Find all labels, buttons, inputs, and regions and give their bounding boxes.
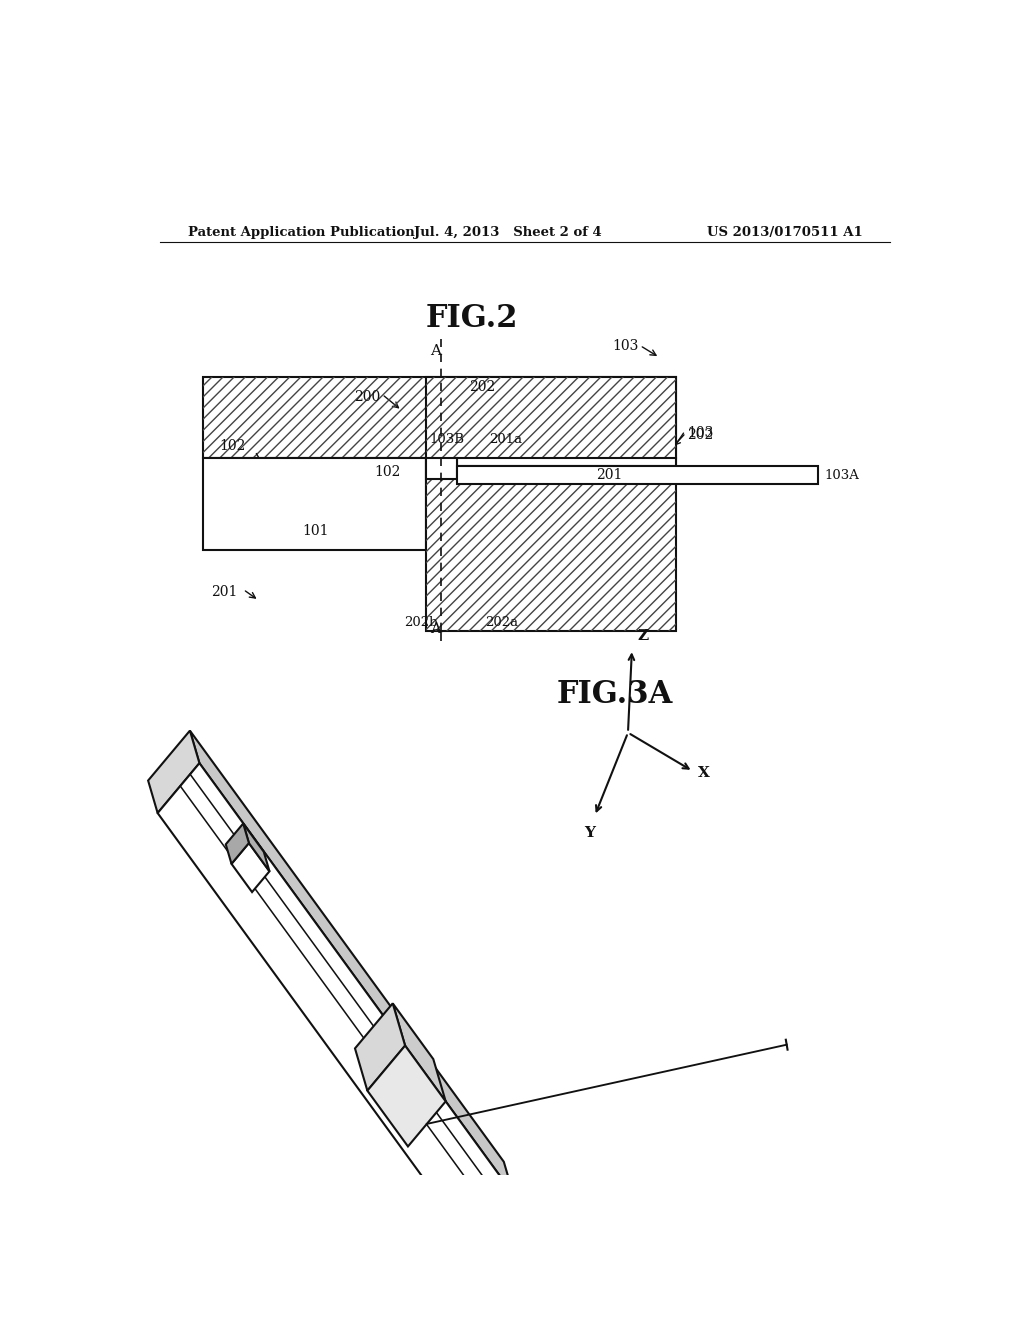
Polygon shape (158, 763, 513, 1245)
Text: 202b: 202b (404, 615, 437, 628)
Bar (458, 466, 818, 483)
Polygon shape (148, 731, 200, 813)
Text: 103B: 103B (430, 433, 465, 446)
Text: 103A: 103A (824, 469, 860, 482)
Text: 101: 101 (303, 524, 329, 539)
Polygon shape (368, 1045, 445, 1147)
Text: 103: 103 (612, 339, 639, 354)
Text: 102: 102 (374, 466, 400, 479)
Polygon shape (231, 843, 269, 892)
Text: Jul. 4, 2013   Sheet 2 of 4: Jul. 4, 2013 Sheet 2 of 4 (414, 226, 601, 239)
Text: 201: 201 (596, 469, 623, 482)
Text: FIG.3A: FIG.3A (557, 678, 673, 710)
Text: 201a: 201a (489, 433, 522, 446)
Text: 103: 103 (687, 426, 714, 440)
Text: FIG.2: FIG.2 (426, 302, 518, 334)
Text: 201: 201 (211, 585, 238, 599)
Text: 202: 202 (687, 428, 714, 442)
Text: 202: 202 (469, 380, 496, 393)
Bar (204, 378, 676, 458)
Text: 202a: 202a (485, 615, 518, 628)
Text: 102: 102 (219, 440, 246, 453)
Text: A: A (430, 622, 440, 636)
Polygon shape (243, 824, 269, 871)
Bar (458, 458, 676, 466)
Bar (204, 458, 426, 549)
Text: Z: Z (638, 630, 648, 643)
Text: 200: 200 (354, 391, 381, 404)
Text: Y: Y (585, 826, 595, 840)
Text: X: X (697, 767, 710, 780)
Text: US 2013/0170511 A1: US 2013/0170511 A1 (708, 226, 863, 239)
Bar (426, 378, 676, 631)
Text: Patent Application Publication: Patent Application Publication (187, 226, 415, 239)
Polygon shape (189, 731, 513, 1195)
Bar (204, 378, 676, 458)
Polygon shape (355, 1003, 406, 1090)
Bar (426, 458, 458, 479)
Text: A: A (430, 345, 440, 359)
Polygon shape (393, 1003, 445, 1101)
Polygon shape (225, 824, 249, 863)
Bar (426, 378, 676, 631)
